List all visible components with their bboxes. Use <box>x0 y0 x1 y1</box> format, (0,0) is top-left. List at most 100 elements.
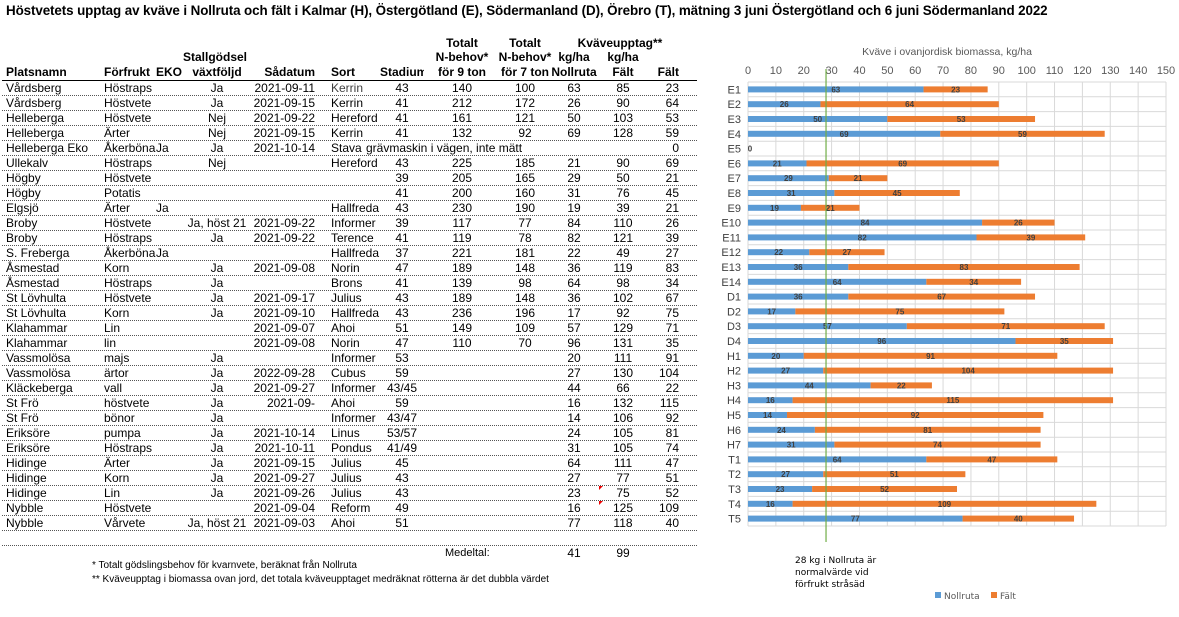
cell-platsnamn: Klahammar <box>6 321 68 335</box>
cell-n-behov-9: 225 <box>451 156 473 170</box>
data-label: 35 <box>1060 337 1069 346</box>
chart-title: Kväve i ovanjordisk biomassa, kg/ha <box>862 46 1032 58</box>
cell-platsnamn: Elgsjö <box>6 201 39 215</box>
bar-fält <box>940 130 1105 137</box>
cell-falt-kgha: 106 <box>612 411 634 425</box>
cell-sort: Julius <box>331 291 362 305</box>
cell-n-behov-7: 109 <box>514 321 536 335</box>
cell-forfrukt: Ärter <box>104 201 131 215</box>
cell-falt: 39 <box>665 231 679 245</box>
bar-fält <box>926 456 1058 463</box>
cell-falt: 40 <box>665 516 679 530</box>
data-label: 47 <box>987 455 996 464</box>
cell-forfrukt: lin <box>104 336 117 350</box>
cell-falt: 35 <box>665 336 679 350</box>
cell-eko: Ja <box>156 246 169 260</box>
cell-n-behov-7: 172 <box>514 96 536 110</box>
cell-sadatum: 2021-09-22 <box>253 231 315 245</box>
bar-nollruta <box>748 367 824 374</box>
cell-forfrukt: Höstraps <box>104 231 153 245</box>
row-divider <box>2 530 697 531</box>
bar-nollruta <box>748 323 907 330</box>
bar-fält <box>926 278 1022 285</box>
category-label: E10 <box>721 218 741 230</box>
cell-vaxtfoljd: Ja <box>210 96 224 110</box>
cell-sort: Kerrin <box>331 96 364 110</box>
data-label: 53 <box>957 115 966 124</box>
data-label: 115 <box>946 396 959 405</box>
cell-sadatum: 2021-10-14 <box>253 426 315 440</box>
cell-forfrukt: Höstvete <box>104 501 152 515</box>
bar-nollruta <box>748 116 888 122</box>
cell-falt-kgha: 66 <box>616 381 630 395</box>
cell-stadium: 41 <box>395 231 409 245</box>
cell-platsnamn: S. Freberga <box>6 246 70 260</box>
row-divider <box>2 365 697 366</box>
row-divider <box>2 410 697 411</box>
data-label: 27 <box>781 470 790 479</box>
x-tick-label: 110 <box>1046 65 1064 77</box>
header-kvaveupptag: Kväveupptag** <box>577 36 663 50</box>
bar-fält <box>1015 338 1114 344</box>
cell-n-behov-9: 119 <box>452 231 472 245</box>
cell-forfrukt: vall <box>104 381 123 395</box>
cell-eko: Ja <box>156 141 169 155</box>
data-label: 22 <box>897 381 906 390</box>
bar-fält <box>806 160 999 167</box>
bar-fält <box>812 486 957 492</box>
data-label: 0 <box>748 145 753 154</box>
cell-sort: Brons <box>331 276 363 290</box>
cell-sort: Julius <box>331 486 362 500</box>
bar-nollruta <box>748 234 977 241</box>
category-label: T2 <box>728 469 741 481</box>
cell-forfrukt: Höstvete <box>104 111 152 125</box>
category-label: H4 <box>727 395 741 407</box>
cell-sort: Pondus <box>331 441 372 455</box>
cell-nollruta: 27 <box>567 471 581 485</box>
row-divider <box>2 95 697 96</box>
data-label: 23 <box>951 85 960 94</box>
row-divider <box>2 515 697 516</box>
bar-fält <box>887 116 1036 122</box>
row-divider <box>2 320 697 321</box>
cell-sort: Hallfreda <box>331 246 380 260</box>
row-divider <box>2 290 697 291</box>
data-label: 57 <box>823 322 832 331</box>
data-label: 29 <box>784 174 793 183</box>
cell-falt-kgha: 128 <box>612 126 634 140</box>
cell-stadium: 43 <box>395 81 409 95</box>
data-label: 51 <box>890 470 899 479</box>
cell-stadium: 45 <box>395 456 409 470</box>
row-divider <box>2 350 697 351</box>
data-label: 69 <box>898 159 907 168</box>
bar-fält <box>906 323 1105 330</box>
cell-nollruta: 36 <box>567 261 581 275</box>
cell-sort: Hallfreda <box>331 306 380 320</box>
data-label: 26 <box>780 100 789 109</box>
cell-falt-kgha: 90 <box>616 96 630 110</box>
cell-sort: Ahoi <box>331 516 356 530</box>
cell-falt-kgha: 90 <box>616 156 630 170</box>
cell-nollruta: 77 <box>567 516 581 530</box>
cell-sadatum: 2021-09-15 <box>253 126 315 140</box>
category-label: E8 <box>728 188 741 200</box>
header-n-behov-7: för 7 ton <box>501 65 549 79</box>
cell-sadatum: 2021-09-04 <box>253 501 315 515</box>
data-label: 71 <box>1001 322 1010 331</box>
data-label: 91 <box>926 352 935 361</box>
row-divider <box>2 110 697 111</box>
row-divider <box>2 500 697 501</box>
cell-platsnamn: Hidinge <box>6 486 47 500</box>
data-label: 52 <box>880 485 889 494</box>
category-label: E12 <box>721 247 741 259</box>
cell-platsnamn: Vårdsberg <box>6 96 62 110</box>
cell-nollruta: 64 <box>567 276 581 290</box>
cell-sadatum: 2021-09-27 <box>253 381 315 395</box>
cell-nollruta: 63 <box>567 81 581 95</box>
header-falt: Fält <box>657 65 679 79</box>
cell-n-behov-9: 149 <box>451 321 473 335</box>
bar-fält <box>834 190 960 196</box>
header-sadatum: Sådatum <box>264 65 315 79</box>
bar-fält <box>848 293 1036 300</box>
cell-forfrukt: höstvete <box>104 396 150 410</box>
